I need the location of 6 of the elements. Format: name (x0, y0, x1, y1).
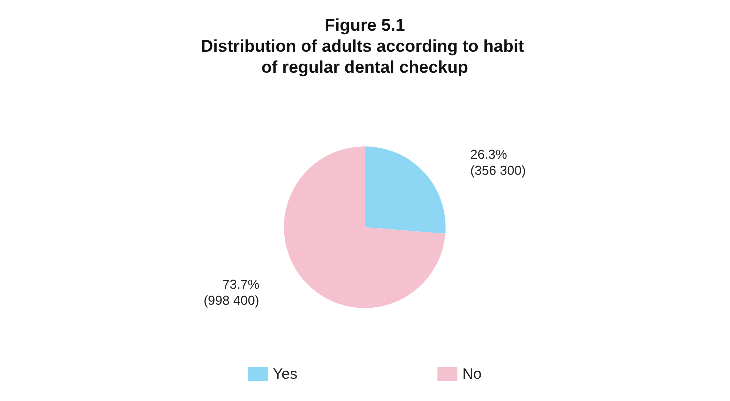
chart-subtitle: Distribution of adults according to habit of regular dental checkup (201, 37, 529, 77)
data-label: 26.3% (356 300) (470, 147, 526, 178)
chart-title: Figure 5.1 (324, 16, 406, 35)
data-label: 73.7% (998 400) (204, 276, 260, 308)
legend-label: No (462, 366, 482, 383)
legend-label: Yes (273, 366, 298, 383)
